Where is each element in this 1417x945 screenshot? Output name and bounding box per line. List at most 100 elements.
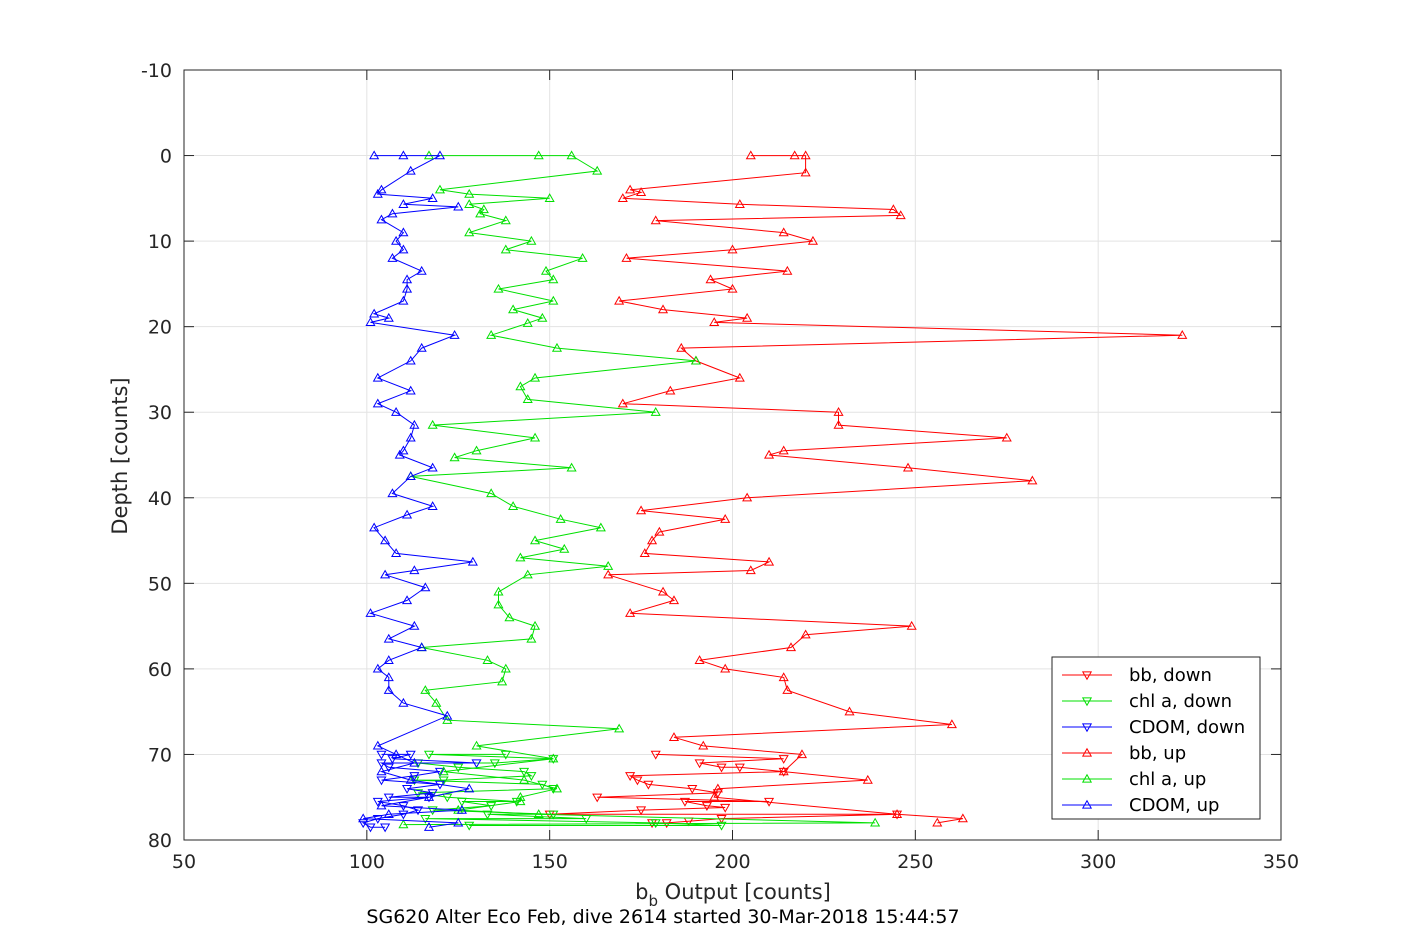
- data-point: [526, 772, 537, 782]
- data-point: [522, 318, 533, 327]
- data-point: [471, 759, 482, 769]
- data-point: [489, 759, 500, 769]
- data-point: [595, 522, 606, 532]
- data-point: [665, 385, 676, 395]
- data-point: [636, 505, 647, 515]
- data-point: [383, 655, 394, 664]
- data-point: [515, 792, 526, 801]
- data-point: [500, 663, 511, 673]
- data-point: [372, 740, 383, 750]
- x-tick-label: 350: [1263, 851, 1299, 873]
- data-point: [833, 419, 844, 429]
- data-point: [376, 776, 387, 786]
- legend-label: chl a, up: [1129, 769, 1206, 790]
- data-point: [464, 199, 475, 208]
- data-point: [369, 150, 380, 160]
- data-point: [482, 655, 493, 664]
- data-point: [709, 317, 720, 327]
- legend: bb, down chl a, down CDOM, down bb, up chl a…: [1051, 656, 1261, 820]
- data-point: [391, 749, 402, 759]
- legend-label: CDOM, down: [1129, 717, 1245, 738]
- series-layer: [358, 150, 1188, 833]
- data-point: [621, 253, 632, 262]
- series-chl-a-up: [398, 150, 881, 829]
- data-point: [383, 809, 394, 818]
- data-point: [902, 462, 914, 472]
- data-point: [427, 419, 438, 429]
- data-point: [394, 449, 405, 459]
- data-point: [782, 685, 793, 694]
- data-point: [533, 150, 544, 160]
- data-point: [449, 330, 460, 339]
- data-point: [862, 774, 873, 784]
- data-point: [358, 819, 369, 829]
- data-point: [643, 780, 654, 790]
- data-point: [401, 274, 413, 284]
- data-point: [416, 642, 427, 652]
- data-point: [471, 740, 482, 750]
- data-point: [654, 526, 665, 536]
- data-point: [464, 821, 475, 831]
- data-point: [500, 215, 511, 225]
- data-point: [716, 763, 727, 773]
- data-point: [566, 150, 577, 160]
- data-point: [734, 199, 745, 208]
- data-point: [778, 227, 789, 237]
- data-point: [668, 595, 680, 605]
- data-point: [464, 783, 475, 793]
- data-point: [369, 522, 380, 532]
- data-point: [548, 753, 559, 763]
- data-point: [734, 763, 745, 773]
- data-point: [493, 586, 504, 596]
- data-point: [687, 785, 698, 794]
- data-point: [844, 706, 855, 716]
- legend-entry: bb, up: [1062, 743, 1186, 764]
- data-point: [376, 184, 387, 194]
- x-axis-label-main: b: [635, 880, 648, 904]
- x-axis-label-subscript: b: [648, 892, 658, 910]
- legend-swatch-marker: [1081, 671, 1093, 681]
- data-point: [932, 817, 943, 827]
- legend-box: [1051, 656, 1261, 820]
- data-point: [409, 757, 420, 767]
- data-point: [423, 792, 435, 801]
- data-point: [372, 398, 383, 408]
- data-point: [376, 759, 387, 769]
- data-point: [405, 355, 416, 365]
- data-point: [391, 548, 402, 558]
- legend-label: chl a, down: [1129, 691, 1232, 712]
- data-point: [423, 150, 435, 160]
- data-point: [365, 317, 376, 327]
- legend-entry: CDOM, up: [1062, 795, 1219, 816]
- data-point: [709, 792, 720, 801]
- legend-swatch-marker: [1081, 697, 1093, 707]
- data-point: [895, 210, 906, 220]
- data-point: [383, 763, 394, 773]
- data-point: [778, 672, 789, 682]
- y-tick-labels: -10 0 10 20 30 40 50 60 70 80: [141, 60, 172, 852]
- data-point: [529, 620, 541, 630]
- y-tick-label: 30: [148, 402, 172, 424]
- data-point: [383, 672, 394, 682]
- data-point: [387, 253, 398, 262]
- x-tick-label: 250: [897, 851, 933, 873]
- data-point: [716, 821, 727, 831]
- legend-swatch-marker: [1081, 799, 1093, 809]
- data-point: [800, 629, 811, 639]
- data-point: [369, 308, 380, 318]
- data-point: [398, 802, 409, 811]
- data-point: [529, 372, 541, 382]
- data-point: [701, 802, 712, 811]
- data-point: [405, 774, 416, 784]
- data-point: [778, 445, 789, 455]
- data-point: [434, 767, 446, 777]
- data-point: [529, 535, 541, 545]
- data-point: [478, 204, 489, 214]
- data-point: [420, 685, 431, 694]
- data-point: [497, 676, 508, 686]
- figure-caption: SG620 Alter Eco Feb, dive 2614 started 3…: [366, 906, 959, 928]
- data-point: [639, 548, 650, 558]
- data-point: [372, 188, 383, 198]
- data-point: [500, 244, 511, 254]
- data-point: [745, 565, 756, 575]
